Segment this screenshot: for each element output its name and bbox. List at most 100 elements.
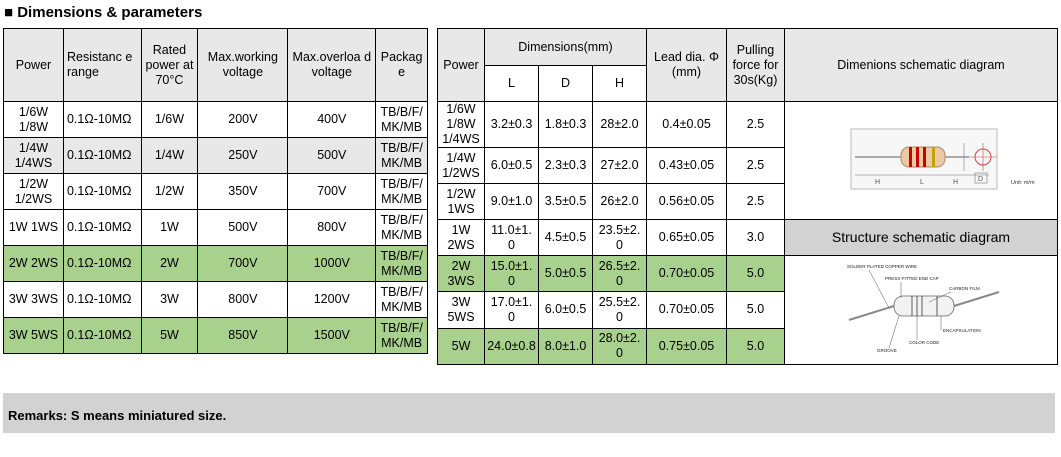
working-voltage-cell: 200V (197, 101, 289, 138)
overload-voltage-cell: 1500V (287, 317, 377, 354)
table-row: 1/6W 1/8W 0.1Ω-10MΩ 1/6W 200V 400V TB/B/F/ MK… (3, 101, 428, 138)
table-row: 1/6W 1/8W 1/4WS 3.2±0.3 1.8±0.3 28±2.0 0.4±0… (437, 101, 1058, 220)
length-cell: 6.0±0.5 (484, 147, 539, 184)
overload-voltage-cell: 400V (287, 101, 377, 138)
working-voltage-cell: 850V (197, 317, 289, 354)
header-resistance-range: Resistanc e range (62, 28, 142, 102)
section-title: ■ Dimensions & parameters (4, 4, 203, 21)
rated-power-cell: 1W (140, 209, 199, 246)
length-cell: 9.0±1.0 (484, 183, 539, 220)
lead-diameter-cell: 0.43±0.05 (646, 147, 727, 184)
resistance-range-cell: 0.1Ω-10MΩ (62, 317, 142, 354)
structure-schematic-diagram: SOLDER PLATED COPPER WIRE PRESS-FITTED EN… (847, 264, 999, 353)
label-end-cap: PRESS-FITTED END CAP (885, 276, 939, 281)
diameter-cell: 3.5±0.5 (538, 183, 593, 220)
header-power-2: Power (437, 28, 485, 102)
pulling-force-cell: 5.0 (726, 254, 785, 293)
length-cell: 17.0±1. 0 (484, 291, 539, 329)
rated-power-cell: 3W (140, 281, 199, 318)
header-h: H (592, 65, 647, 102)
power-cell: 3W 3WS (3, 281, 64, 318)
table-row: 1/4W 1/4WS 0.1Ω-10MΩ 1/4W 250V 500V TB/B/F/ M… (3, 137, 428, 174)
resistance-range-cell: 0.1Ω-10MΩ (62, 137, 142, 174)
lead-diameter-cell: 0.4±0.05 (646, 101, 727, 148)
length-cell: 15.0±1. 0 (484, 254, 539, 293)
header-d: D (538, 65, 593, 102)
resistance-range-cell: 0.1Ω-10MΩ (62, 281, 142, 318)
dim-unit-label: Unit: m/m (1011, 180, 1035, 186)
length-cell: 3.2±0.3 (484, 101, 539, 148)
parameters-table: Power Resistanc e range Rated power at 7… (3, 28, 428, 354)
header-dimension-diagram: Dimenions schematic diagram (784, 28, 1058, 102)
table-row: 3W 3WS 0.1Ω-10MΩ 3W 800V 1200V TB/B/F/ MK/MB (3, 281, 428, 318)
overload-voltage-cell: 1000V (287, 245, 377, 282)
lead-length-cell: 27±2.0 (592, 147, 647, 184)
dim-label-l: L (920, 179, 924, 186)
dimensions-table: Power Dimensions(mm) Lead dia. Φ (mm) Pu… (437, 28, 1058, 366)
table-row: 1/2W 1/2WS 0.1Ω-10MΩ 1/2W 350V 700V TB/B/F/ M… (3, 173, 428, 210)
header-rated-power: Rated power at 70°C (140, 28, 199, 102)
table-row: 1/4W 1/2WS 6.0±0.5 2.3±0.3 27±2.0 0.43±0.05 2… (437, 147, 1058, 184)
diameter-cell: 6.0±0.5 (538, 291, 593, 329)
structure-diagram-cell: SOLDER PLATED COPPER WIRE PRESS-FITTED EN… (784, 255, 1058, 365)
header-dimensions: Dimensions(mm) (484, 28, 647, 66)
diameter-cell: 2.3±0.3 (538, 147, 593, 184)
header-power: Power (3, 28, 64, 102)
diameter-cell: 1.8±0.3 (538, 101, 593, 148)
header-lead-diameter: Lead dia. Φ (mm) (646, 28, 727, 102)
power-cell: 1/2W 1/2WS (3, 173, 64, 210)
header-max-working-voltage: Max.working voltage (197, 28, 289, 102)
lead-diameter-cell: 0.65±0.05 (646, 219, 727, 256)
power-cell: 3W 5WS (3, 317, 64, 354)
label-solder-wire: SOLDER PLATED COPPER WIRE (847, 264, 917, 269)
working-voltage-cell: 250V (197, 137, 289, 174)
power-cell: 5W (437, 327, 485, 366)
label-encapsulation: ENCAPSULATION (943, 328, 981, 333)
label-carbon-film: CARBON FILM (949, 286, 980, 291)
pulling-force-cell: 2.5 (726, 101, 785, 148)
table-row: 2W 3WS 15.0±1. 0 5.0±0.5 26.5±2. 0 0.70±0.05… (437, 254, 1058, 365)
length-cell: 11.0±1. 0 (484, 219, 539, 256)
pulling-force-cell: 2.5 (726, 147, 785, 184)
dim-label-h-left: H (875, 179, 880, 186)
rated-power-cell: 1/2W (140, 173, 199, 210)
rated-power-cell: 1/6W (140, 101, 199, 138)
dimension-schematic-diagram: H L H D Unit: m/m (850, 128, 1035, 189)
dimension-diagram-cell: H L H D Unit: m/m (784, 101, 1058, 220)
package-cell: TB/B/F/ MK/MB (375, 317, 428, 354)
table-row: 1/2W 1WS 9.0±1.0 3.5±0.5 26±2.0 0.56±0.05 2.5 (437, 183, 1058, 220)
resistance-range-cell: 0.1Ω-10MΩ (62, 209, 142, 246)
package-cell: TB/B/F/ MK/MB (375, 245, 428, 282)
pulling-force-cell: 5.0 (726, 291, 785, 329)
power-cell: 1/2W 1WS (437, 183, 485, 220)
lead-diameter-cell: 0.70±0.05 (646, 291, 727, 329)
dim-label-h-right: H (953, 179, 958, 186)
pulling-force-cell: 3.0 (726, 219, 785, 256)
label-groove: GROOVE (877, 348, 897, 353)
power-cell: 1/4W 1/4WS (3, 137, 64, 174)
package-cell: TB/B/F/ MK/MB (375, 173, 428, 210)
table-row: 3W 5WS 17.0±1. 0 6.0±0.5 25.5±2. 0 0.70±0.05… (437, 291, 1058, 329)
rated-power-cell: 5W (140, 317, 199, 354)
rated-power-cell: 1/4W (140, 137, 199, 174)
package-cell: TB/B/F/ MK/MB (375, 137, 428, 174)
label-color-code: COLOR CODE (909, 340, 939, 345)
overload-voltage-cell: 1200V (287, 281, 377, 318)
lead-length-cell: 26±2.0 (592, 183, 647, 220)
overload-voltage-cell: 700V (287, 173, 377, 210)
working-voltage-cell: 700V (197, 245, 289, 282)
lead-length-cell: 23.5±2. 0 (592, 219, 647, 256)
lead-length-cell: 28.0±2. 0 (592, 327, 647, 366)
overload-voltage-cell: 800V (287, 209, 377, 246)
power-cell: 1/6W 1/8W (3, 101, 64, 138)
header-package: Packag e (375, 28, 428, 102)
table-row: 1W 2WS 11.0±1. 0 4.5±0.5 23.5±2. 0 0.65±0.05… (437, 219, 1058, 256)
working-voltage-cell: 500V (197, 209, 289, 246)
power-cell: 2W 3WS (437, 254, 485, 293)
power-cell: 3W 5WS (437, 291, 485, 329)
power-cell: 1/4W 1/2WS (437, 147, 485, 184)
resistance-range-cell: 0.1Ω-10MΩ (62, 173, 142, 210)
lead-diameter-cell: 0.75±0.05 (646, 327, 727, 366)
power-cell: 1W 1WS (3, 209, 64, 246)
pulling-force-cell: 2.5 (726, 183, 785, 220)
